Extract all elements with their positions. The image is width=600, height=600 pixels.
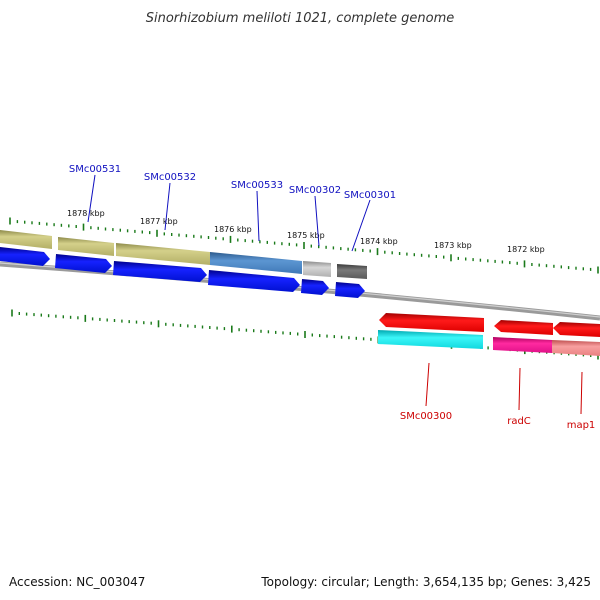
forward-feature-band	[0, 230, 367, 279]
gene-label-radc[interactable]: radC	[507, 416, 531, 427]
gene-feature[interactable]	[493, 337, 552, 353]
cds-arrow[interactable]	[494, 320, 553, 335]
gene-label-smc00532[interactable]: SMc00532	[144, 172, 196, 183]
reverse-cds-band	[379, 313, 600, 337]
gene-feature[interactable]	[337, 264, 367, 279]
accession-text: Accession: NC_003047	[9, 575, 145, 589]
genome-title: Sinorhizobium meliloti 1021, complete ge…	[146, 11, 455, 26]
cds-arrow[interactable]	[379, 313, 484, 332]
scale-label: 1876 kbp	[214, 225, 252, 234]
label-leader-line	[425, 362, 430, 407]
reverse-label-leaders	[425, 362, 583, 415]
scale-labels: 1878 kbp 1877 kbp 1876 kbp 1875 kbp 1874…	[67, 209, 545, 254]
gene-label-smc00300[interactable]: SMc00300	[400, 411, 452, 422]
forward-gene-labels: SMc00531 SMc00532 SMc00533 SMc00302 SMc0…	[69, 164, 396, 201]
gene-feature[interactable]	[378, 330, 483, 349]
scale-label: 1875 kbp	[287, 231, 325, 240]
gene-label-map1[interactable]: map1	[567, 420, 596, 431]
forward-label-leaders	[87, 174, 371, 252]
cds-arrow[interactable]	[55, 254, 112, 273]
gene-feature[interactable]	[303, 261, 331, 277]
label-leader-line	[87, 174, 96, 223]
scale-label: 1874 kbp	[360, 237, 398, 246]
gene-feature[interactable]	[0, 230, 52, 249]
genome-summary-text: Topology: circular; Length: 3,654,135 bp…	[260, 575, 591, 589]
cds-arrow[interactable]	[553, 322, 600, 337]
reverse-tick-track	[11, 309, 599, 360]
cds-arrow[interactable]	[335, 282, 365, 298]
gene-feature[interactable]	[210, 252, 302, 274]
gene-label-smc00533[interactable]: SMc00533	[231, 180, 283, 191]
gene-feature[interactable]	[58, 237, 114, 256]
gene-feature[interactable]	[552, 340, 600, 356]
cds-arrow[interactable]	[0, 247, 50, 266]
scale-label: 1878 kbp	[67, 209, 105, 218]
label-leader-line	[580, 371, 583, 415]
gene-label-smc00302[interactable]: SMc00302	[289, 185, 341, 196]
label-leader-line	[518, 367, 521, 411]
cds-arrow[interactable]	[208, 270, 300, 292]
gene-label-smc00531[interactable]: SMc00531	[69, 164, 121, 175]
scale-label: 1872 kbp	[507, 245, 545, 254]
forward-tick-track	[9, 217, 599, 274]
reverse-gene-labels: SMc00300 radC map1	[400, 411, 595, 431]
cds-arrow[interactable]	[301, 279, 329, 295]
label-leader-line	[351, 199, 371, 252]
gene-label-smc00301[interactable]: SMc00301	[344, 190, 396, 201]
reverse-feature-band	[378, 330, 600, 356]
label-leader-line	[164, 182, 171, 231]
label-leader-line	[314, 195, 320, 247]
scale-label: 1877 kbp	[140, 217, 178, 226]
label-leader-line	[256, 190, 260, 242]
gene-feature[interactable]	[116, 243, 210, 265]
forward-cds-band	[0, 247, 365, 298]
cds-arrow[interactable]	[113, 261, 207, 282]
scale-label: 1873 kbp	[434, 241, 472, 250]
